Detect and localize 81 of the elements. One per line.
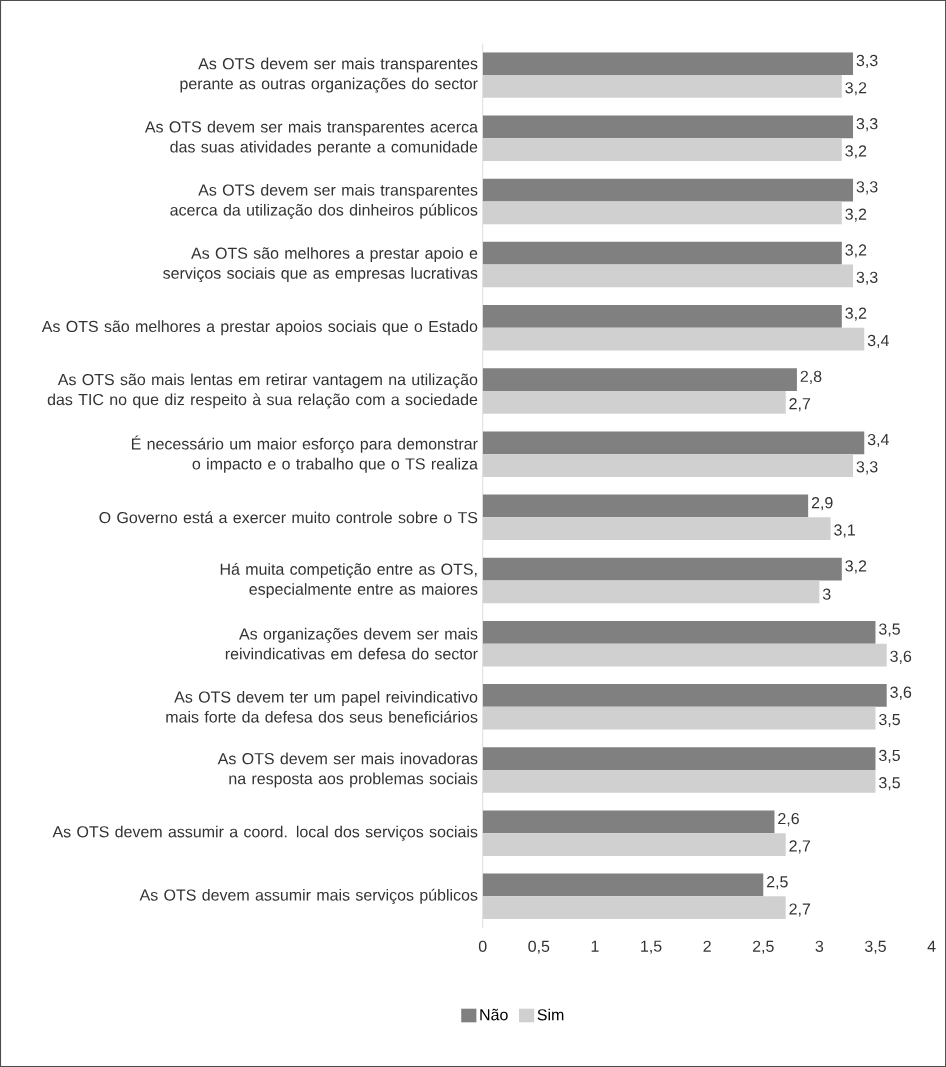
bar xyxy=(482,706,876,730)
data-label: 3,3 xyxy=(856,271,878,285)
data-label: 2,9 xyxy=(811,497,833,511)
x-tick-label: 2,5 xyxy=(752,940,774,954)
data-label: 3,3 xyxy=(856,181,878,195)
bar xyxy=(482,115,853,139)
y-tick-label: As organizações devem ser mais reivindicativas em defesa do sector xyxy=(225,627,478,660)
bar xyxy=(482,431,865,455)
bar xyxy=(482,580,820,604)
bar xyxy=(482,810,775,834)
data-label: 2,7 xyxy=(789,840,810,854)
data-label: 3,3 xyxy=(856,118,878,132)
data-label: 3,2 xyxy=(845,560,867,574)
data-label: 3,6 xyxy=(890,686,912,700)
bar xyxy=(482,138,842,162)
bar xyxy=(482,517,831,541)
data-label: 3,3 xyxy=(856,54,878,69)
data-label: 3,1 xyxy=(834,524,855,538)
bar xyxy=(482,178,853,202)
data-label: 3,2 xyxy=(845,244,867,258)
legend-label: Sim xyxy=(537,1008,564,1021)
data-label: 3,5 xyxy=(878,777,900,791)
bar xyxy=(482,368,797,391)
bar xyxy=(482,454,853,477)
bar xyxy=(482,241,842,265)
x-tick-label: 2 xyxy=(703,940,711,952)
data-label: 3,6 xyxy=(890,650,912,664)
y-tick-label: É necessário um maior esforço para demonstrar o impacto e o trabalho que o TS realiza xyxy=(131,435,478,473)
y-tick-label: As OTS devem assumir a coord. local dos serviços sociais xyxy=(52,825,478,841)
data-label: 2,7 xyxy=(789,903,810,917)
data-label: 2,7 xyxy=(789,398,810,412)
x-tick-label: 3 xyxy=(815,940,824,952)
bar xyxy=(482,327,865,351)
y-tick-label: As OTS são melhores a prestar apoio e serviços sociais que as empresas lucrativas xyxy=(163,247,478,283)
y-tick-label: As OTS são melhores a prestar apoios sociais que o Estado xyxy=(41,320,478,336)
bar xyxy=(482,620,876,644)
y-tick-label: As OTS devem ser mais transparentes acerca da utilização dos dinheiros públicos xyxy=(170,183,478,219)
bar xyxy=(482,684,887,707)
data-label: 3,5 xyxy=(878,713,900,728)
x-tick-label: 0 xyxy=(478,940,487,952)
data-label: 3 xyxy=(822,588,831,600)
data-label: 2,8 xyxy=(800,370,822,384)
bar xyxy=(482,52,853,76)
data-label: 3,2 xyxy=(845,307,867,321)
x-tick-label: 0,5 xyxy=(528,940,550,954)
y-tick-label: Há muita competição entre as OTS, especialmente entre as maiores xyxy=(220,562,478,599)
bar xyxy=(482,390,786,414)
legend-label: Não xyxy=(480,1008,508,1021)
y-tick-label: As OTS devem ser mais transparentes acerca das suas atividades perante a comunidade xyxy=(144,120,478,156)
x-tick-label: 1 xyxy=(591,940,599,952)
data-label: 3,2 xyxy=(845,208,867,222)
bar xyxy=(482,75,842,98)
data-label: 3,2 xyxy=(845,82,867,96)
data-label: 3,3 xyxy=(856,461,878,475)
x-tick-label: 1,5 xyxy=(641,940,662,954)
data-label: 3,5 xyxy=(878,623,900,637)
y-tick-label: As OTS devem ter um papel reivindicativo mais forte da defesa dos seus beneficiários xyxy=(166,690,478,723)
data-label: 3,5 xyxy=(878,749,900,763)
bar xyxy=(482,494,809,518)
data-label: 3,2 xyxy=(845,145,867,159)
bar xyxy=(482,747,876,771)
data-label: 2,6 xyxy=(778,812,799,827)
x-tick-label: 4 xyxy=(927,940,936,952)
bar xyxy=(482,201,842,225)
bar xyxy=(482,873,764,897)
data-label: 3,4 xyxy=(867,433,889,448)
y-tick-label: O Governo está a exercer muito controle sobre o TS xyxy=(99,511,478,524)
bar xyxy=(482,896,786,920)
x-tick-label: 3,5 xyxy=(864,940,886,954)
bar xyxy=(482,557,842,581)
bar xyxy=(482,305,842,328)
y-tick-label: As OTS devem ser mais inovadoras na resposta aos problemas sociais xyxy=(217,752,478,788)
y-tick-label: As OTS devem assumir mais serviços públicos xyxy=(139,888,478,904)
y-tick-label: As OTS devem ser mais transparentes perante as outras organizações do sector xyxy=(180,57,478,93)
bar xyxy=(482,643,887,667)
y-tick-label: As OTS são mais lentas em retirar vantagem na utilização das TIC no que diz respeito à sua relação com a sociedade xyxy=(47,373,478,409)
bar xyxy=(482,264,853,288)
data-label: 3,4 xyxy=(867,334,889,349)
bar xyxy=(482,833,786,856)
data-label: 2,5 xyxy=(766,876,788,890)
bar xyxy=(482,770,876,793)
